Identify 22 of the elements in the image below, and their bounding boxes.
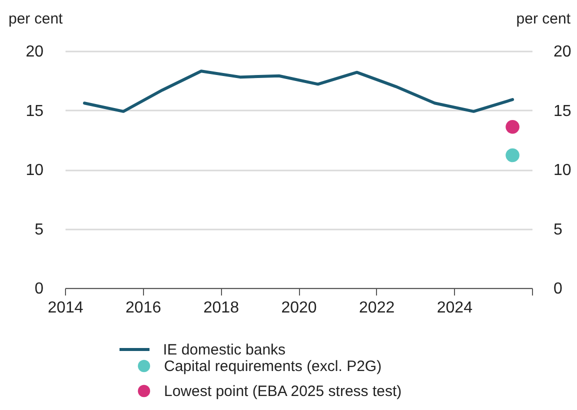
legend-label: Lowest point (EBA 2025 stress test) (164, 383, 402, 400)
y2-tick-label: 10 (554, 162, 572, 179)
y2-axis-title: per cent (516, 10, 572, 28)
y-tick-label: 15 (26, 102, 44, 120)
y2-tick-label: 5 (554, 221, 562, 238)
legend-label: Capital requirements (excl. P2G) (164, 358, 382, 375)
y-tick-label: 5 (34, 221, 44, 238)
y2-tick-label: 20 (554, 44, 572, 60)
x-tick-label: 2014 (48, 300, 84, 316)
x-tick-label: 2020 (281, 300, 317, 316)
x-tick-label: 2018 (203, 300, 240, 316)
y2-tick-label: 0 (554, 280, 562, 298)
y-axis-title: per cent (8, 10, 64, 28)
x-tick-label: 2016 (126, 300, 162, 316)
legend-label: IE domestic banks (163, 342, 286, 358)
y-tick-label: 10 (26, 162, 44, 179)
y-tick-label: 0 (34, 280, 44, 298)
y2-tick-label: 15 (554, 102, 572, 120)
x-tick-label: 2024 (436, 300, 473, 316)
x-tick-label: 2022 (359, 300, 395, 316)
y-tick-label: 20 (26, 44, 44, 60)
line-series (82, 70, 514, 113)
